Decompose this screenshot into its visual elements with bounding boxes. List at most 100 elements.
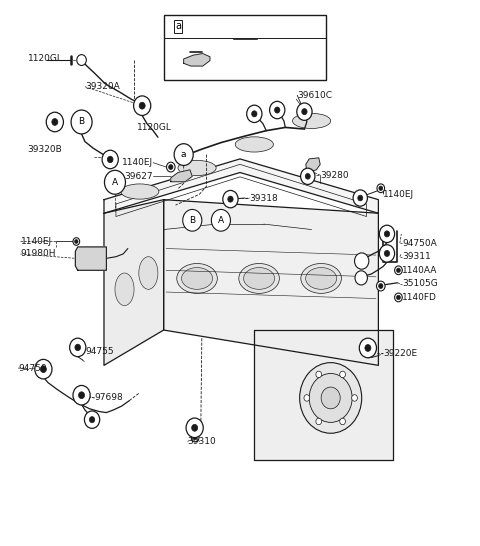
Circle shape bbox=[384, 231, 390, 237]
Text: 39610C: 39610C bbox=[297, 91, 332, 100]
Text: 39311: 39311 bbox=[402, 252, 431, 261]
Circle shape bbox=[316, 418, 322, 425]
Circle shape bbox=[102, 150, 118, 169]
Circle shape bbox=[211, 210, 230, 231]
Circle shape bbox=[358, 195, 363, 201]
Circle shape bbox=[353, 190, 367, 206]
Circle shape bbox=[300, 363, 362, 433]
Text: a: a bbox=[181, 150, 186, 159]
Circle shape bbox=[186, 48, 194, 56]
Circle shape bbox=[223, 191, 238, 208]
Circle shape bbox=[365, 345, 371, 352]
Circle shape bbox=[183, 210, 202, 231]
Ellipse shape bbox=[301, 264, 341, 293]
Circle shape bbox=[355, 253, 369, 269]
Text: 91980H: 91980H bbox=[21, 250, 56, 258]
Circle shape bbox=[384, 251, 390, 257]
Circle shape bbox=[352, 395, 358, 401]
Circle shape bbox=[321, 387, 340, 409]
Ellipse shape bbox=[139, 257, 158, 289]
Circle shape bbox=[395, 266, 402, 275]
Circle shape bbox=[297, 103, 312, 120]
Circle shape bbox=[108, 156, 113, 163]
Ellipse shape bbox=[239, 264, 279, 293]
Polygon shape bbox=[75, 247, 107, 270]
Circle shape bbox=[340, 371, 346, 378]
Circle shape bbox=[309, 373, 352, 423]
Circle shape bbox=[188, 50, 192, 54]
Circle shape bbox=[379, 186, 383, 191]
Ellipse shape bbox=[115, 273, 134, 306]
Polygon shape bbox=[171, 170, 192, 182]
Polygon shape bbox=[184, 54, 210, 66]
Circle shape bbox=[35, 359, 52, 379]
Text: a: a bbox=[175, 21, 181, 31]
Ellipse shape bbox=[178, 161, 216, 176]
Circle shape bbox=[70, 338, 86, 357]
Circle shape bbox=[105, 170, 125, 194]
Circle shape bbox=[376, 281, 385, 291]
Circle shape bbox=[270, 102, 285, 118]
Circle shape bbox=[275, 107, 280, 113]
Circle shape bbox=[192, 424, 198, 431]
Ellipse shape bbox=[306, 268, 336, 289]
Text: 1140EJ: 1140EJ bbox=[259, 35, 290, 44]
Circle shape bbox=[40, 366, 47, 372]
Circle shape bbox=[139, 102, 145, 109]
Circle shape bbox=[396, 268, 400, 272]
Ellipse shape bbox=[181, 268, 213, 289]
Text: 39318: 39318 bbox=[250, 193, 278, 203]
Text: 35105G: 35105G bbox=[402, 280, 438, 288]
Text: 1140FD: 1140FD bbox=[402, 293, 437, 302]
Text: 1140EJ: 1140EJ bbox=[21, 237, 52, 246]
Circle shape bbox=[84, 411, 100, 429]
Circle shape bbox=[71, 110, 92, 134]
Polygon shape bbox=[164, 200, 378, 365]
Text: A: A bbox=[112, 178, 118, 187]
Polygon shape bbox=[254, 330, 393, 460]
Text: 39627: 39627 bbox=[124, 172, 153, 181]
Circle shape bbox=[379, 225, 395, 242]
Circle shape bbox=[167, 162, 175, 172]
Polygon shape bbox=[306, 158, 320, 173]
Text: 94755: 94755 bbox=[85, 347, 114, 357]
Circle shape bbox=[377, 184, 384, 193]
Ellipse shape bbox=[292, 113, 331, 128]
Circle shape bbox=[379, 245, 395, 262]
Text: 39320B: 39320B bbox=[28, 145, 62, 153]
Circle shape bbox=[305, 174, 310, 179]
Circle shape bbox=[395, 293, 402, 302]
Circle shape bbox=[168, 165, 173, 169]
Circle shape bbox=[133, 96, 151, 115]
Text: 1120GL: 1120GL bbox=[137, 123, 172, 132]
Ellipse shape bbox=[243, 268, 275, 289]
Circle shape bbox=[247, 105, 262, 122]
Circle shape bbox=[75, 344, 81, 351]
Bar bbox=[164, 15, 326, 80]
Circle shape bbox=[252, 111, 257, 117]
Circle shape bbox=[192, 433, 199, 442]
Text: 39220E: 39220E bbox=[383, 349, 417, 358]
Circle shape bbox=[46, 112, 63, 132]
Circle shape bbox=[316, 371, 322, 378]
Circle shape bbox=[193, 435, 197, 440]
Polygon shape bbox=[104, 200, 164, 365]
Circle shape bbox=[174, 144, 193, 165]
Text: 94750: 94750 bbox=[18, 364, 47, 372]
Text: B: B bbox=[79, 117, 84, 127]
Circle shape bbox=[73, 385, 90, 405]
Text: B: B bbox=[189, 216, 195, 225]
Text: 1120GL: 1120GL bbox=[28, 54, 62, 63]
Ellipse shape bbox=[235, 137, 274, 152]
Circle shape bbox=[79, 392, 84, 399]
Text: 27369: 27369 bbox=[257, 55, 285, 64]
Circle shape bbox=[228, 196, 233, 202]
Circle shape bbox=[360, 338, 376, 358]
Ellipse shape bbox=[120, 184, 159, 199]
Circle shape bbox=[75, 240, 78, 244]
Text: 94750A: 94750A bbox=[402, 239, 437, 248]
Text: 97698: 97698 bbox=[95, 394, 123, 402]
Circle shape bbox=[89, 417, 95, 423]
Circle shape bbox=[73, 238, 80, 245]
Circle shape bbox=[340, 418, 346, 425]
